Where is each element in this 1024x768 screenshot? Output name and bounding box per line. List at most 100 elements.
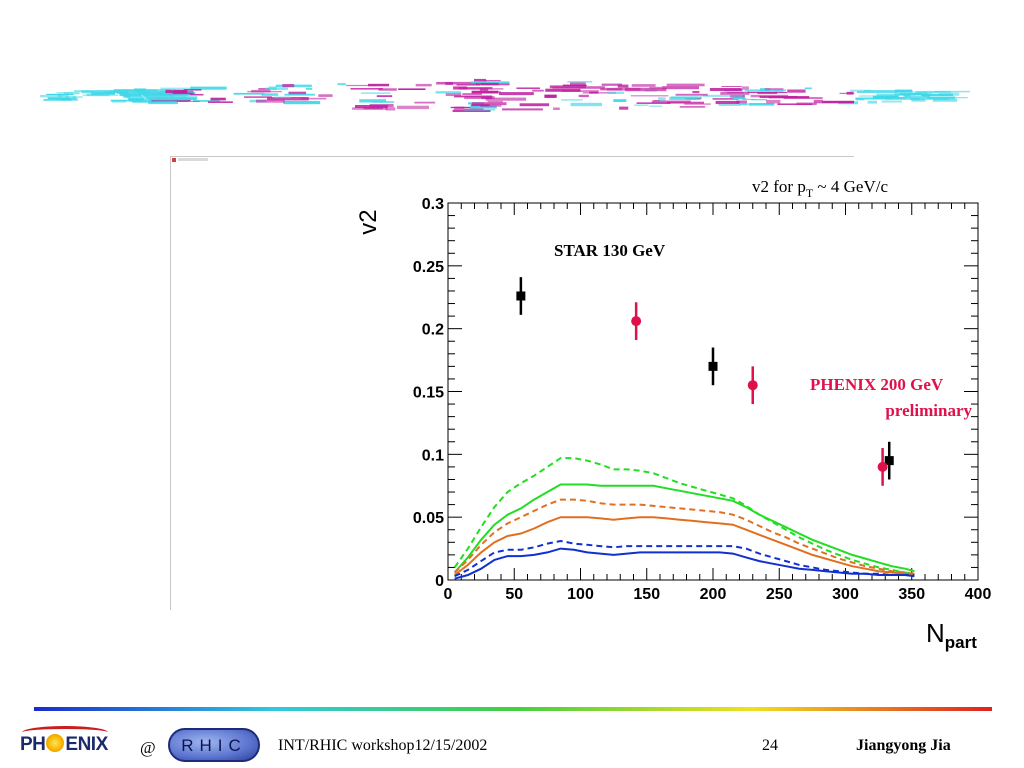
banner-streak xyxy=(619,106,629,110)
banner-streak xyxy=(570,102,602,107)
y-tick-label: 0.3 xyxy=(422,196,444,213)
banner-streak xyxy=(484,80,501,82)
rhic-logo-text: RHIC xyxy=(181,736,247,755)
banner-streak xyxy=(498,92,534,96)
banner-streak xyxy=(928,97,968,99)
banner-streak xyxy=(174,89,188,94)
banner-streak xyxy=(385,107,396,111)
banner-streak xyxy=(471,102,507,106)
banner-streak xyxy=(911,91,939,93)
banner-streak xyxy=(143,94,174,98)
banner-streak xyxy=(911,98,926,102)
banner-streak xyxy=(152,101,177,103)
banner-streak xyxy=(766,99,781,104)
banner-streak xyxy=(471,104,490,107)
banner-streak xyxy=(151,100,189,102)
banner-streak xyxy=(283,100,321,105)
banner-streak xyxy=(905,96,924,99)
banner-streak xyxy=(43,99,72,101)
banner-streak xyxy=(65,96,77,99)
banner-streak xyxy=(601,83,623,86)
banner-streak xyxy=(721,86,742,87)
banner-streak xyxy=(662,86,699,90)
footer-author: Jiangyong Jia xyxy=(856,737,951,754)
v2-vs-npart-chart: v2 for pT ~ 4 GeV/c v2 Npart 0 50 100 150 20… xyxy=(355,177,992,652)
banner-streak xyxy=(485,97,527,101)
banner-streak xyxy=(544,94,557,98)
x-tick-label: 200 xyxy=(700,586,727,603)
model-curve-3 xyxy=(453,483,915,574)
banner-streak xyxy=(363,107,383,110)
footer-gradient-rule xyxy=(34,707,992,711)
banner-streak xyxy=(839,92,855,94)
banner-streak xyxy=(669,96,697,100)
banner-streak xyxy=(561,99,583,101)
data-points xyxy=(516,277,894,486)
banner-streak xyxy=(658,97,666,101)
banner-streak xyxy=(624,87,667,92)
x-axis-label: Npart xyxy=(926,618,977,652)
banner-streak xyxy=(709,88,742,91)
banner-streak xyxy=(636,102,671,104)
banner-streak xyxy=(748,103,775,106)
banner-streak xyxy=(368,83,390,87)
phenix-data-point xyxy=(747,380,758,391)
y-tick-label: 0.1 xyxy=(422,447,444,464)
banner-streak xyxy=(895,89,913,93)
x-tick-label: 400 xyxy=(965,586,992,603)
footer-event: INT/RHIC workshop12/15/2002 xyxy=(278,737,488,754)
model-curve-6 xyxy=(454,539,915,578)
banner-streak xyxy=(857,91,897,93)
banner-streak xyxy=(111,100,127,103)
banner-streak xyxy=(378,88,397,91)
banner-streak xyxy=(137,90,172,94)
banner-streak xyxy=(40,94,63,98)
banner-streak xyxy=(119,92,142,96)
x-tick-label: 150 xyxy=(633,586,660,603)
banner-streak xyxy=(398,88,426,90)
annotation-phenix: PHENIX 200 GeV xyxy=(810,375,944,394)
banner-streak xyxy=(436,81,478,85)
chart-title: v2 for pT ~ 4 GeV/c xyxy=(752,177,888,200)
banner-streak xyxy=(480,104,502,107)
banner-streak xyxy=(702,94,744,97)
banner-streak xyxy=(193,100,220,102)
page-number: 24 xyxy=(762,737,778,754)
banner-streak xyxy=(881,100,902,103)
banner-streak xyxy=(921,93,953,96)
banner-streak xyxy=(741,86,749,90)
banner-streak xyxy=(679,106,706,108)
banner-streak xyxy=(415,83,432,87)
banner-streak xyxy=(855,98,865,101)
banner-streak xyxy=(938,92,960,96)
banner-streak xyxy=(456,84,480,86)
model-curve-5 xyxy=(453,516,915,576)
top-banner-decoration xyxy=(40,78,970,112)
banner-streak xyxy=(747,92,787,94)
banner-streak xyxy=(470,81,510,83)
banner-streak xyxy=(876,93,916,96)
slide-footer: PH ENIX @ RHIC INT/RHIC workshop12/15/200… xyxy=(0,726,1024,768)
banner-streak xyxy=(578,94,589,98)
banner-streak xyxy=(692,91,700,94)
banner-streak xyxy=(858,95,874,97)
banner-streak xyxy=(582,92,616,94)
banner-streak xyxy=(435,91,461,94)
banner-streak xyxy=(850,89,871,92)
model-curve-2 xyxy=(453,457,915,575)
banner-streak xyxy=(122,94,143,97)
banner-streak xyxy=(267,97,309,101)
banner-streak xyxy=(146,96,175,99)
x-tick-label: 300 xyxy=(832,586,859,603)
y-tick-label: 0 xyxy=(435,573,444,590)
banner-streak xyxy=(712,98,739,100)
banner-streak xyxy=(777,103,813,105)
banner-streak xyxy=(72,96,83,98)
banner-streak xyxy=(140,92,173,94)
frame-corner-icon xyxy=(172,158,176,162)
banner-streak xyxy=(666,101,704,104)
banner-streak xyxy=(458,87,493,90)
rhic-logo: RHIC xyxy=(168,728,260,762)
phenix-data-point xyxy=(877,461,888,472)
banner-streak xyxy=(183,96,191,100)
